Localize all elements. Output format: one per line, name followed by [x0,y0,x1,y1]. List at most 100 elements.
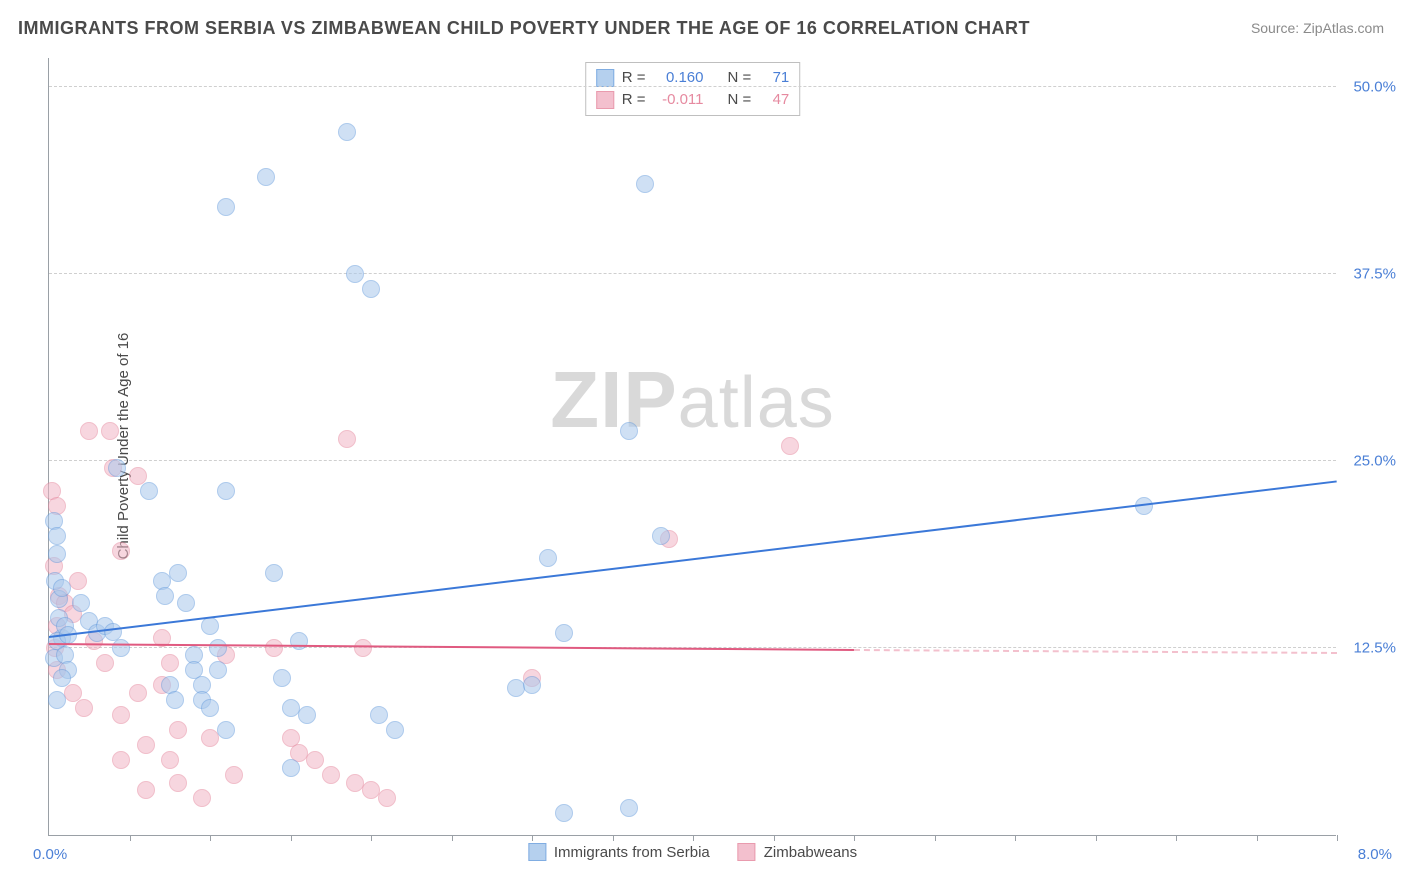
watermark-bold: ZIP [550,355,677,444]
scatter-point-b [338,430,356,448]
x-tick [532,835,533,841]
x-tick [452,835,453,841]
scatter-point-a [104,623,122,641]
legend-item-b: Zimbabweans [738,843,857,861]
scatter-point-a [112,639,130,657]
correlation-legend: R = 0.160 N = 71 R = -0.011 N = 47 [585,62,801,116]
scatter-point-a [53,579,71,597]
y-tick-label: 50.0% [1340,78,1396,95]
scatter-point-b [96,654,114,672]
scatter-point-b [306,751,324,769]
x-tick [774,835,775,841]
scatter-point-b [169,721,187,739]
scatter-point-a [209,639,227,657]
x-axis-max-label: 8.0% [1358,846,1392,863]
gridline [49,460,1336,461]
series-legend: Immigrants from Serbia Zimbabweans [528,843,857,861]
scatter-point-a [282,759,300,777]
scatter-point-b [101,422,119,440]
scatter-point-b [137,736,155,754]
legend-item-a: Immigrants from Serbia [528,843,710,861]
x-tick [1337,835,1338,841]
scatter-point-a [555,624,573,642]
x-tick [935,835,936,841]
scatter-point-a [523,676,541,694]
scatter-point-b [193,789,211,807]
x-tick [1096,835,1097,841]
legend-row-b: R = -0.011 N = 47 [596,89,790,111]
series-a-label: Immigrants from Serbia [554,844,710,861]
x-tick [1015,835,1016,841]
scatter-point-a [48,545,66,563]
scatter-point-b [80,422,98,440]
scatter-point-a [370,706,388,724]
scatter-point-a [386,721,404,739]
scatter-point-b [137,781,155,799]
scatter-point-b [129,684,147,702]
scatter-point-a [201,699,219,717]
scatter-point-a [338,123,356,141]
swatch-series-b-bottom [738,843,756,861]
x-tick [1257,835,1258,841]
watermark-rest: atlas [678,363,835,443]
scatter-point-a [257,168,275,186]
x-tick [371,835,372,841]
scatter-point-b [265,639,283,657]
r-value-b: -0.011 [654,89,704,111]
scatter-point-b [161,751,179,769]
scatter-point-a [273,669,291,687]
scatter-point-a [217,482,235,500]
swatch-series-a-bottom [528,843,546,861]
gridline [49,273,1336,274]
chart-title: IMMIGRANTS FROM SERBIA VS ZIMBABWEAN CHI… [18,18,1030,39]
x-tick [1176,835,1177,841]
n-value-b: 47 [759,89,789,111]
scatter-point-a [177,594,195,612]
scatter-point-b [112,542,130,560]
scatter-point-b [112,706,130,724]
scatter-point-a [346,265,364,283]
scatter-point-b [161,654,179,672]
swatch-series-b [596,91,614,109]
x-tick [291,835,292,841]
swatch-series-a [596,69,614,87]
scatter-point-a [48,691,66,709]
scatter-point-a [652,527,670,545]
scatter-point-a [507,679,525,697]
x-tick [613,835,614,841]
scatter-point-a [265,564,283,582]
series-b-label: Zimbabweans [764,844,857,861]
scatter-point-b [354,639,372,657]
scatter-point-b [225,766,243,784]
x-tick [693,835,694,841]
scatter-point-a [217,198,235,216]
scatter-point-a [53,669,71,687]
scatter-point-a [169,564,187,582]
gridline [49,86,1336,87]
scatter-point-a [156,587,174,605]
scatter-point-a [298,706,316,724]
y-tick-label: 12.5% [1340,639,1396,656]
scatter-point-b [112,751,130,769]
y-tick-label: 37.5% [1340,265,1396,282]
r-label-b: R = [622,89,646,111]
scatter-point-b [322,766,340,784]
scatter-point-b [69,572,87,590]
scatter-point-a [72,594,90,612]
scatter-point-a [636,175,654,193]
scatter-point-a [362,280,380,298]
x-tick [210,835,211,841]
scatter-point-a [48,527,66,545]
scatter-point-b [169,774,187,792]
scatter-point-b [75,699,93,717]
source-attribution: Source: ZipAtlas.com [1251,20,1384,36]
x-axis-min-label: 0.0% [33,846,67,863]
watermark: ZIPatlas [550,354,835,446]
y-tick-label: 25.0% [1340,452,1396,469]
scatter-point-a [620,799,638,817]
n-label-b: N = [728,89,752,111]
x-tick [854,835,855,841]
scatter-point-a [217,721,235,739]
scatter-point-b [781,437,799,455]
chart-plot-area: ZIPatlas R = 0.160 N = 71 R = -0.011 N =… [48,58,1336,836]
